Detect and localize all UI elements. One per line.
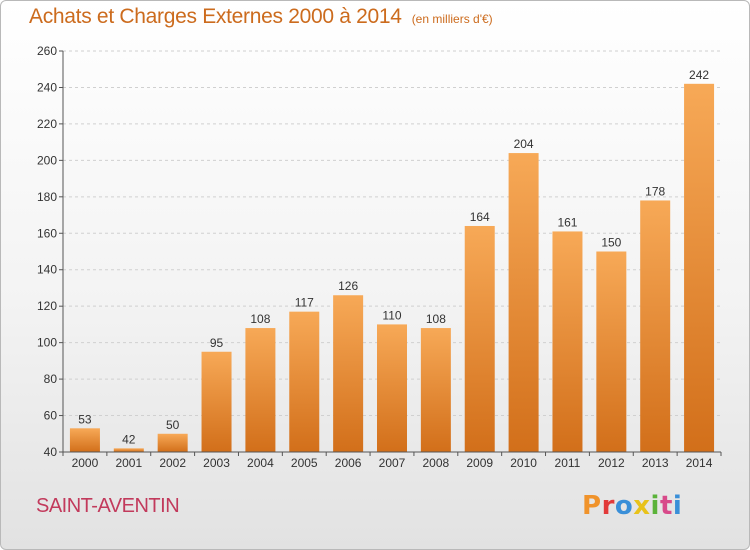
data-label: 42 (122, 432, 136, 446)
bar-2008 (420, 328, 451, 452)
x-tick-label: 2012 (598, 456, 625, 470)
bar-2005 (289, 311, 320, 452)
data-label: 126 (338, 279, 358, 293)
y-tick-label: 40 (44, 445, 58, 459)
bar-2007 (377, 324, 407, 452)
x-tick-label: 2013 (642, 456, 669, 470)
logo-letter: t (659, 491, 673, 521)
x-tick-label: 2006 (335, 456, 362, 470)
y-tick-label: 240 (37, 80, 57, 94)
logo-letter: x (633, 491, 651, 521)
x-tick-label: 2010 (510, 456, 537, 470)
y-tick-label: 160 (37, 226, 57, 240)
x-tick-label: 2014 (686, 456, 713, 470)
y-tick-label: 60 (44, 409, 58, 423)
x-tick-label: 2004 (247, 456, 274, 470)
data-label: 108 (250, 312, 270, 326)
data-label: 204 (514, 137, 534, 151)
x-tick-label: 2008 (423, 456, 450, 470)
x-tick-label: 2002 (159, 456, 186, 470)
bar-2006 (333, 295, 364, 452)
x-tick-label: 2001 (115, 456, 142, 470)
data-label: 110 (382, 308, 401, 322)
data-label: 242 (689, 68, 709, 82)
data-label: 117 (295, 296, 314, 310)
logo-letter: i (672, 491, 683, 521)
bar-2010 (508, 153, 539, 452)
bar-2013 (640, 200, 671, 452)
logo-letter: i (650, 491, 660, 521)
x-tick-label: 2003 (203, 456, 230, 470)
data-label: 178 (645, 184, 665, 198)
logo-letter: r (601, 491, 615, 521)
axes (59, 50, 722, 456)
data-label: 95 (210, 336, 224, 350)
bar-2004 (245, 328, 276, 452)
title-row: Achats et Charges Externes 2000 à 2014 (e… (29, 5, 493, 29)
bar-2009 (464, 225, 495, 452)
bar-2003 (201, 351, 232, 452)
data-label: 150 (601, 236, 621, 250)
data-label: 161 (557, 215, 577, 229)
y-tick-label: 120 (37, 299, 57, 313)
data-label: 164 (470, 210, 490, 224)
proxiti-logo[interactable]: Proxiti (582, 491, 682, 521)
bar-2002 (157, 433, 188, 452)
bar-2001 (113, 448, 144, 452)
bars (69, 83, 715, 453)
x-tick-label: 2005 (291, 456, 318, 470)
labels: 40 60 80 100 120 140 160 180 200 220 240 260 53 2000 4… (37, 44, 713, 470)
y-tick-label: 180 (37, 190, 57, 204)
y-tick-label: 80 (44, 372, 58, 386)
x-tick-label: 2000 (72, 456, 99, 470)
bar-2011 (552, 231, 583, 452)
bar-2012 (596, 251, 627, 452)
x-tick-label: 2011 (555, 456, 581, 470)
y-tick-label: 100 (37, 336, 57, 350)
y-tick-label: 140 (37, 263, 57, 277)
data-label: 53 (78, 412, 92, 426)
x-tick-label: 2009 (466, 456, 493, 470)
x-tick-label: 2007 (379, 456, 406, 470)
place-name: SAINT-AVENTIN (36, 495, 180, 517)
data-label: 108 (426, 312, 446, 326)
y-tick-label: 220 (37, 117, 57, 131)
chart-subtitle: (en milliers d'€) (411, 12, 493, 26)
y-tick-label: 200 (37, 153, 57, 167)
y-tick-label: 260 (37, 44, 57, 58)
data-label: 50 (166, 418, 180, 432)
logo-letter: o (614, 491, 634, 521)
bar-2000 (69, 428, 100, 452)
chart-title: Achats et Charges Externes 2000 à 2014 (29, 5, 402, 28)
bar-2014 (684, 83, 715, 453)
logo-letter: P (582, 491, 602, 521)
